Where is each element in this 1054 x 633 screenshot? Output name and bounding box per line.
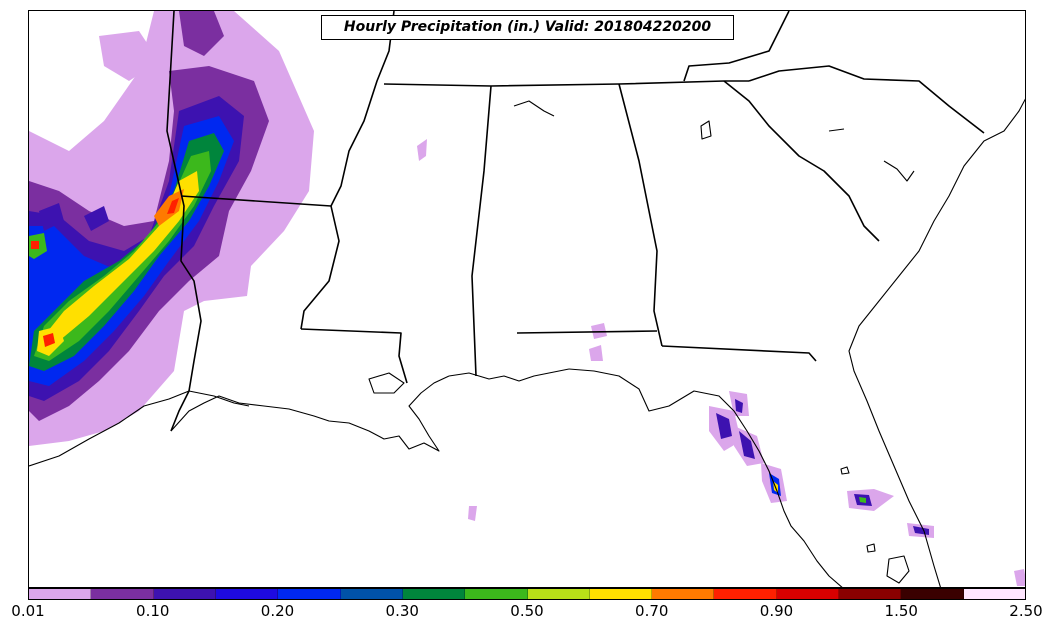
border-tn-south (383, 80, 749, 87)
colorbar-segment (527, 589, 590, 599)
border-ga-sc (723, 80, 880, 242)
colorbar-segment (29, 589, 92, 599)
colorbar-segment (340, 589, 403, 599)
coast-atlantic (848, 98, 1025, 587)
precip-fl-5-light (847, 489, 894, 511)
precip-cell-west-red (31, 241, 39, 249)
colorbar-segment (652, 589, 715, 599)
coast-bay-4 (828, 128, 845, 132)
colorbar-segment (714, 589, 777, 599)
border-ms-al (471, 85, 492, 377)
precip-light-blob-atlantic (1014, 569, 1025, 586)
map-title: Hourly Precipitation (in.) Valid: 201804… (321, 15, 734, 40)
precip-yellow (44, 171, 199, 341)
colorbar-tick-label: 0.01 (11, 602, 45, 620)
precip-light-stray-2 (29, 146, 49, 186)
colorbar-ticks: 0.01 0.10 0.20 0.30 0.50 0.70 0.90 1.50 2.50 (0, 600, 1054, 633)
border-nc-sc (748, 65, 985, 134)
colorbar-segment (278, 589, 341, 599)
colorbar-segment (91, 589, 154, 599)
coast-lake-fl-1 (840, 466, 850, 475)
border-tx-la (166, 11, 202, 432)
colorbar-segment (589, 589, 653, 599)
coast-bay-1 (368, 372, 405, 394)
precip-cell-sw-red (43, 333, 55, 347)
colorbar (28, 588, 1026, 600)
precip-light-blob-fl-panhandle-1 (591, 323, 607, 339)
coast-lake-fl-2 (866, 543, 876, 553)
precipitation-map (29, 11, 1025, 587)
precip-fl-5-green (859, 497, 866, 503)
colorbar-segment (776, 589, 840, 599)
precip-light-stray-1 (99, 31, 159, 81)
colorbar-tick-label: 0.50 (510, 602, 544, 620)
border-ar-la (180, 195, 332, 207)
colorbar-segment (465, 589, 528, 599)
colorbar-tick-label: 1.50 (884, 602, 918, 620)
precip-cell-blue-2 (39, 203, 64, 231)
colorbar-tick-label: 0.20 (260, 602, 295, 620)
colorbar-segment (839, 589, 902, 599)
border-mississippi-river (300, 11, 395, 330)
precip-purple-north (179, 11, 224, 56)
precip-fl-1-blue (716, 413, 732, 439)
colorbar-tick-label: 0.10 (136, 602, 170, 620)
coast-lake-okeechobee (886, 555, 910, 584)
colorbar-segment (901, 589, 964, 599)
border-ga-fl (661, 345, 817, 362)
precip-orange (154, 189, 184, 226)
coast-ms-al (448, 368, 570, 382)
precip-red (167, 198, 179, 214)
border-al-fl (516, 330, 658, 334)
border-la-ms-south (300, 328, 408, 384)
precip-cell-blue-1 (84, 206, 109, 231)
coast-bay-5 (883, 160, 915, 182)
precipitation-band-west (29, 11, 314, 446)
coast-texas (29, 390, 250, 467)
border-al-ga (618, 83, 663, 347)
colorbar-tick-label: 0.90 (759, 602, 794, 620)
precip-fl-3-blue (739, 431, 755, 459)
border-tn-ky-north (683, 11, 790, 82)
state-borders (166, 11, 985, 432)
precip-fl-2-blue (735, 399, 743, 413)
precipitation-scattered-east (417, 139, 1025, 586)
coastline (29, 98, 1025, 587)
precip-light-blob-fl-panhandle-2 (589, 345, 603, 361)
colorbar-tick-label: 0.30 (385, 602, 419, 620)
coast-louisiana (170, 375, 450, 452)
colorbar-tick-label: 2.50 (1009, 602, 1043, 620)
coast-bay-3 (700, 120, 712, 140)
coast-florida (568, 368, 843, 587)
map-frame (28, 10, 1026, 588)
precip-light-blob-ms (417, 139, 427, 161)
colorbar-segment (215, 589, 279, 599)
colorbar-segment (963, 589, 1025, 599)
colorbar-segment (153, 589, 216, 599)
colorbar-segment (402, 589, 466, 599)
coast-bay-2 (513, 100, 555, 117)
precip-light-blob-gulf (468, 506, 477, 521)
colorbar-tick-label: 0.70 (635, 602, 669, 620)
